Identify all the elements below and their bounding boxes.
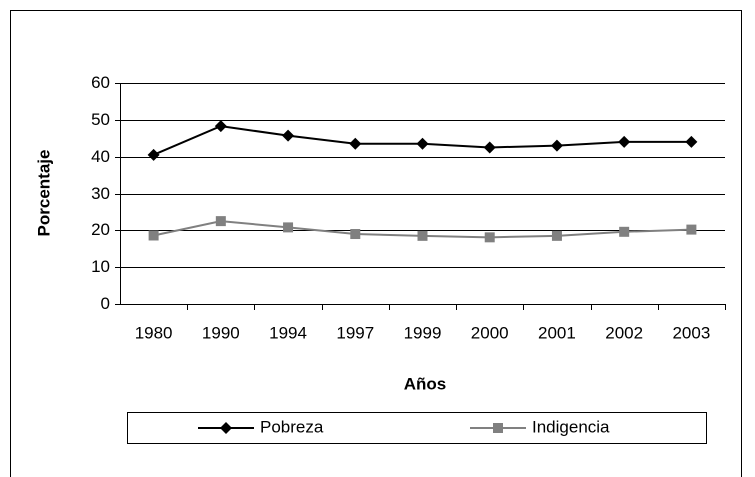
legend-label: Indigencia	[532, 417, 610, 436]
y-tick-label: 10	[91, 257, 110, 276]
x-tick-label: 1980	[135, 323, 173, 342]
legend-box	[127, 412, 707, 444]
legend-marker	[220, 422, 232, 434]
y-tick-label: 40	[91, 147, 110, 166]
y-tick-label: 50	[91, 110, 110, 129]
point	[215, 216, 226, 227]
point	[619, 226, 630, 237]
y-axis-title: Porcentaje	[34, 150, 53, 237]
point	[148, 230, 159, 241]
point	[214, 120, 227, 133]
x-tick-label: 1997	[336, 323, 374, 342]
point	[416, 137, 429, 150]
chart-border	[10, 10, 742, 477]
point	[350, 229, 361, 240]
point	[417, 230, 428, 241]
x-tick-label: 2003	[672, 323, 710, 342]
point	[282, 129, 295, 142]
x-tick-label: 1999	[404, 323, 442, 342]
x-tick-label: 2001	[538, 323, 576, 342]
legend-marker	[493, 423, 503, 433]
x-axis-title: Años	[404, 374, 447, 393]
point	[618, 135, 631, 148]
point	[550, 139, 563, 152]
y-tick-label: 20	[91, 220, 110, 239]
point	[686, 224, 697, 235]
y-tick-label: 0	[101, 294, 110, 313]
point	[283, 222, 294, 233]
legend-label: Pobreza	[260, 417, 324, 436]
y-tick-label: 30	[91, 184, 110, 203]
point	[685, 135, 698, 148]
x-tick-label: 1994	[269, 323, 307, 342]
point	[551, 230, 562, 241]
point	[483, 141, 496, 154]
x-tick-label: 2002	[605, 323, 643, 342]
point	[147, 148, 160, 161]
y-tick-label: 60	[91, 73, 110, 92]
x-tick-label: 2000	[471, 323, 509, 342]
point	[349, 137, 362, 150]
point	[484, 232, 495, 243]
x-tick-label: 1990	[202, 323, 240, 342]
